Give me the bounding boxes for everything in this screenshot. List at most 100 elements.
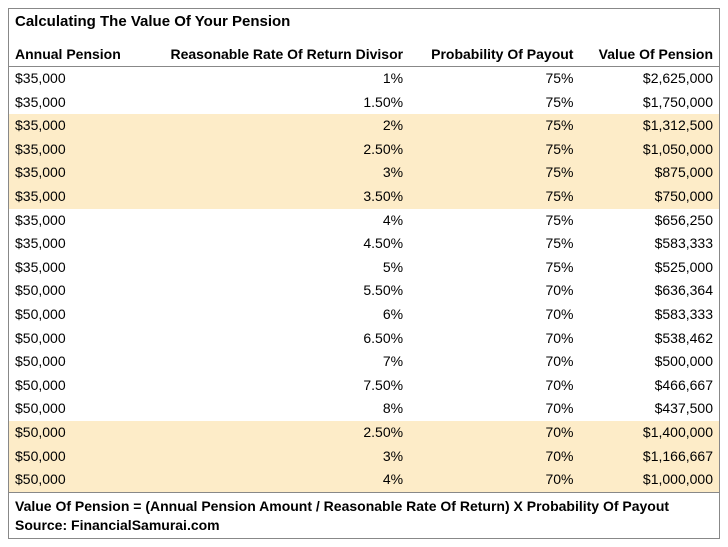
cell-divisor: 2.50% <box>139 421 409 445</box>
cell-annual-pension: $50,000 <box>9 468 139 492</box>
cell-annual-pension: $50,000 <box>9 421 139 445</box>
cell-probability: 75% <box>409 138 579 162</box>
cell-divisor: 8% <box>139 397 409 421</box>
cell-value: $583,333 <box>579 232 719 256</box>
table-body: $35,0001%75%$2,625,000$35,0001.50%75%$1,… <box>9 67 719 492</box>
cell-value: $1,312,500 <box>579 114 719 138</box>
cell-divisor: 6% <box>139 303 409 327</box>
footer-source: Source: FinancialSamurai.com <box>15 516 713 535</box>
table-row: $35,0002.50%75%$1,050,000 <box>9 138 719 162</box>
cell-value: $466,667 <box>579 374 719 398</box>
cell-value: $500,000 <box>579 350 719 374</box>
cell-annual-pension: $35,000 <box>9 209 139 233</box>
table-row: $50,0004%70%$1,000,000 <box>9 468 719 492</box>
table-footer: Value Of Pension = (Annual Pension Amoun… <box>9 492 719 539</box>
cell-value: $2,625,000 <box>579 67 719 91</box>
cell-divisor: 3% <box>139 445 409 469</box>
cell-divisor: 3% <box>139 161 409 185</box>
cell-annual-pension: $35,000 <box>9 114 139 138</box>
cell-value: $1,050,000 <box>579 138 719 162</box>
cell-probability: 75% <box>409 161 579 185</box>
pension-table-container: Calculating The Value Of Your Pension An… <box>8 8 720 539</box>
cell-probability: 70% <box>409 468 579 492</box>
table-row: $35,0001%75%$2,625,000 <box>9 67 719 91</box>
cell-annual-pension: $50,000 <box>9 397 139 421</box>
cell-probability: 75% <box>409 256 579 280</box>
table-row: $35,0003%75%$875,000 <box>9 161 719 185</box>
cell-probability: 70% <box>409 303 579 327</box>
cell-probability: 75% <box>409 91 579 115</box>
cell-annual-pension: $35,000 <box>9 256 139 280</box>
table-row: $50,0008%70%$437,500 <box>9 397 719 421</box>
cell-annual-pension: $35,000 <box>9 67 139 91</box>
cell-value: $525,000 <box>579 256 719 280</box>
cell-probability: 70% <box>409 327 579 351</box>
cell-value: $875,000 <box>579 161 719 185</box>
cell-annual-pension: $50,000 <box>9 303 139 327</box>
cell-annual-pension: $35,000 <box>9 138 139 162</box>
cell-annual-pension: $35,000 <box>9 232 139 256</box>
cell-value: $538,462 <box>579 327 719 351</box>
cell-value: $437,500 <box>579 397 719 421</box>
cell-annual-pension: $35,000 <box>9 91 139 115</box>
cell-annual-pension: $50,000 <box>9 279 139 303</box>
table-row: $35,0001.50%75%$1,750,000 <box>9 91 719 115</box>
col-annual-pension: Annual Pension <box>9 42 139 67</box>
cell-value: $583,333 <box>579 303 719 327</box>
cell-probability: 75% <box>409 67 579 91</box>
table-row: $50,0006%70%$583,333 <box>9 303 719 327</box>
cell-divisor: 4% <box>139 468 409 492</box>
pension-table: Annual Pension Reasonable Rate Of Return… <box>9 42 719 492</box>
cell-divisor: 4% <box>139 209 409 233</box>
cell-divisor: 2% <box>139 114 409 138</box>
cell-divisor: 5% <box>139 256 409 280</box>
footer-formula: Value Of Pension = (Annual Pension Amoun… <box>15 497 713 516</box>
cell-value: $1,400,000 <box>579 421 719 445</box>
table-row: $50,0003%70%$1,166,667 <box>9 445 719 469</box>
table-row: $50,0002.50%70%$1,400,000 <box>9 421 719 445</box>
header-row: Annual Pension Reasonable Rate Of Return… <box>9 42 719 67</box>
table-row: $35,0003.50%75%$750,000 <box>9 185 719 209</box>
cell-value: $1,750,000 <box>579 91 719 115</box>
cell-probability: 70% <box>409 374 579 398</box>
cell-divisor: 4.50% <box>139 232 409 256</box>
cell-annual-pension: $50,000 <box>9 445 139 469</box>
cell-divisor: 2.50% <box>139 138 409 162</box>
col-divisor: Reasonable Rate Of Return Divisor <box>139 42 409 67</box>
cell-probability: 75% <box>409 114 579 138</box>
table-row: $35,0005%75%$525,000 <box>9 256 719 280</box>
table-row: $50,0007%70%$500,000 <box>9 350 719 374</box>
cell-value: $750,000 <box>579 185 719 209</box>
cell-value: $636,364 <box>579 279 719 303</box>
cell-divisor: 5.50% <box>139 279 409 303</box>
cell-probability: 70% <box>409 445 579 469</box>
table-row: $50,0005.50%70%$636,364 <box>9 279 719 303</box>
cell-annual-pension: $50,000 <box>9 327 139 351</box>
cell-divisor: 1.50% <box>139 91 409 115</box>
col-value: Value Of Pension <box>579 42 719 67</box>
cell-value: $1,166,667 <box>579 445 719 469</box>
cell-probability: 75% <box>409 185 579 209</box>
cell-value: $1,000,000 <box>579 468 719 492</box>
cell-probability: 75% <box>409 209 579 233</box>
cell-annual-pension: $50,000 <box>9 350 139 374</box>
cell-probability: 70% <box>409 350 579 374</box>
cell-value: $656,250 <box>579 209 719 233</box>
cell-divisor: 7.50% <box>139 374 409 398</box>
table-row: $35,0004%75%$656,250 <box>9 209 719 233</box>
cell-probability: 70% <box>409 279 579 303</box>
cell-probability: 70% <box>409 397 579 421</box>
cell-annual-pension: $35,000 <box>9 185 139 209</box>
cell-divisor: 6.50% <box>139 327 409 351</box>
cell-annual-pension: $35,000 <box>9 161 139 185</box>
cell-annual-pension: $50,000 <box>9 374 139 398</box>
table-row: $35,0004.50%75%$583,333 <box>9 232 719 256</box>
cell-divisor: 3.50% <box>139 185 409 209</box>
col-probability: Probability Of Payout <box>409 42 579 67</box>
cell-divisor: 1% <box>139 67 409 91</box>
cell-probability: 75% <box>409 232 579 256</box>
table-title: Calculating The Value Of Your Pension <box>9 9 719 42</box>
cell-divisor: 7% <box>139 350 409 374</box>
table-row: $50,0006.50%70%$538,462 <box>9 327 719 351</box>
table-row: $35,0002%75%$1,312,500 <box>9 114 719 138</box>
